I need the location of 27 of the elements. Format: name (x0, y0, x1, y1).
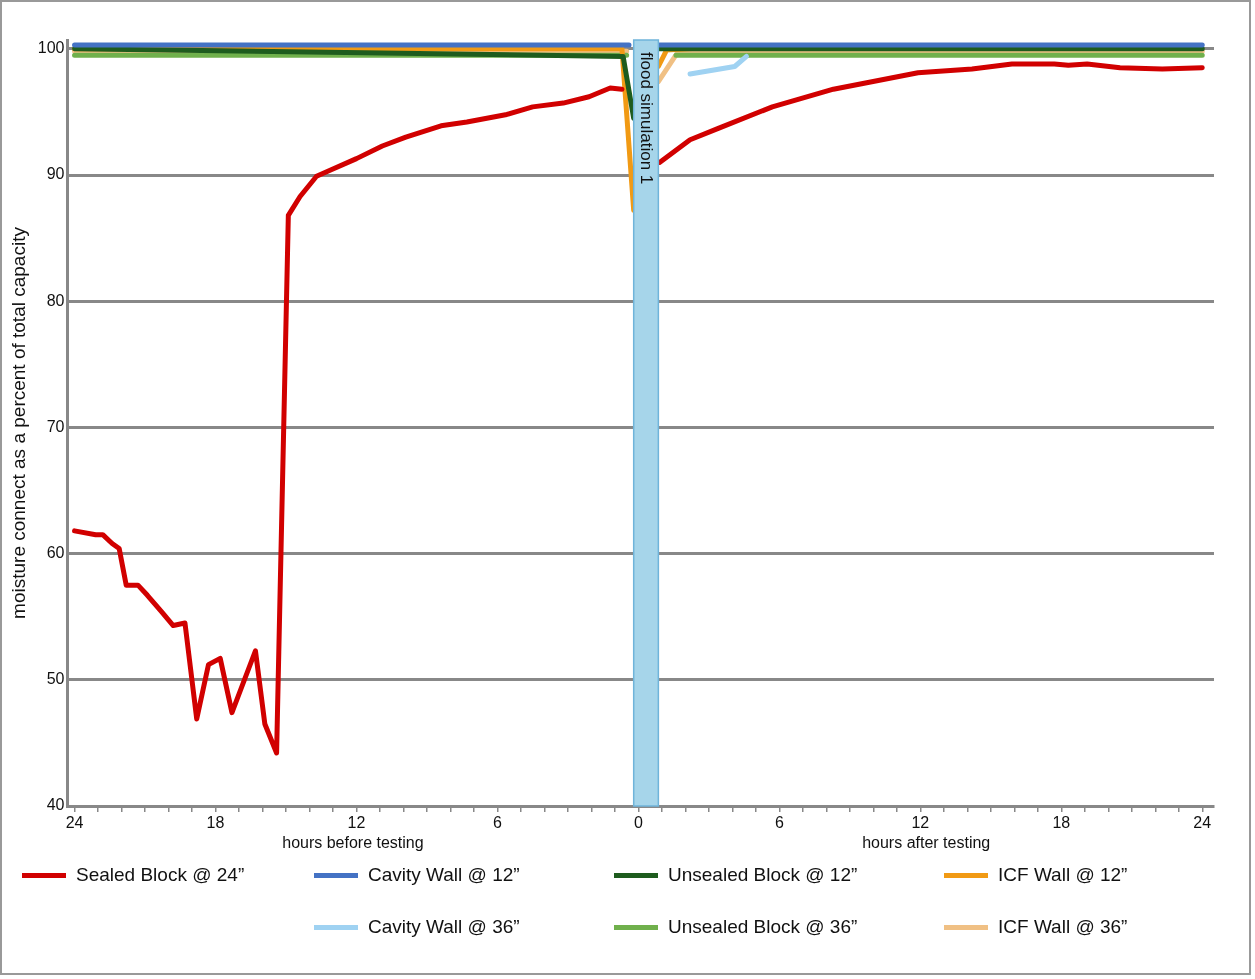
x-tick-label: 24 (65, 814, 84, 832)
legend-label: Cavity Wall @ 36” (368, 916, 520, 938)
legend-label: ICF Wall @ 12” (998, 864, 1128, 886)
x-tick-label: 0 (633, 814, 643, 832)
legend-label: Unsealed Block @ 12” (668, 864, 858, 886)
text: hours after testing (862, 834, 991, 852)
x-tick-label: 6 (492, 814, 502, 832)
y-tick-label: 100 (37, 39, 65, 57)
legend-label: Cavity Wall @ 12” (368, 864, 520, 886)
y-axis-title: moisture connect as a percent of total capacity (7, 226, 29, 619)
x-tick-label: 24 (1193, 814, 1212, 832)
legend-label: Sealed Block @ 24” (76, 864, 245, 886)
legend-label: Unsealed Block @ 36” (668, 916, 858, 938)
y-tick-label: 50 (46, 670, 65, 688)
y-tick-label: 70 (46, 417, 65, 435)
y-tick-label: 90 (46, 165, 65, 183)
legend-label: ICF Wall @ 36” (998, 916, 1128, 938)
x-tick-label: 18 (206, 814, 225, 832)
x-tick-label: 6 (774, 814, 784, 832)
x-tick-label: 12 (347, 814, 366, 832)
y-tick-label: 40 (46, 796, 65, 814)
x-tick-label: 12 (911, 814, 930, 832)
x-axis-title: hours before testing (282, 834, 424, 852)
x-tick-label: 18 (1052, 814, 1071, 832)
y-tick-label: 60 (46, 544, 65, 562)
band-label: flood simulation 1 (637, 52, 657, 185)
y-tick-label: 80 (46, 291, 65, 309)
